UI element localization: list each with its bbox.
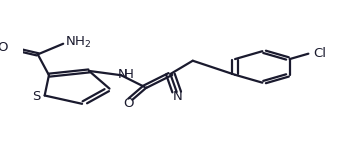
Text: N: N [118,68,127,81]
Text: O: O [124,97,134,110]
Text: S: S [32,90,41,103]
Text: NH$_2$: NH$_2$ [65,35,91,50]
Text: O: O [0,41,7,54]
Text: N: N [173,90,183,103]
Text: H: H [124,68,133,81]
Text: Cl: Cl [313,47,326,60]
